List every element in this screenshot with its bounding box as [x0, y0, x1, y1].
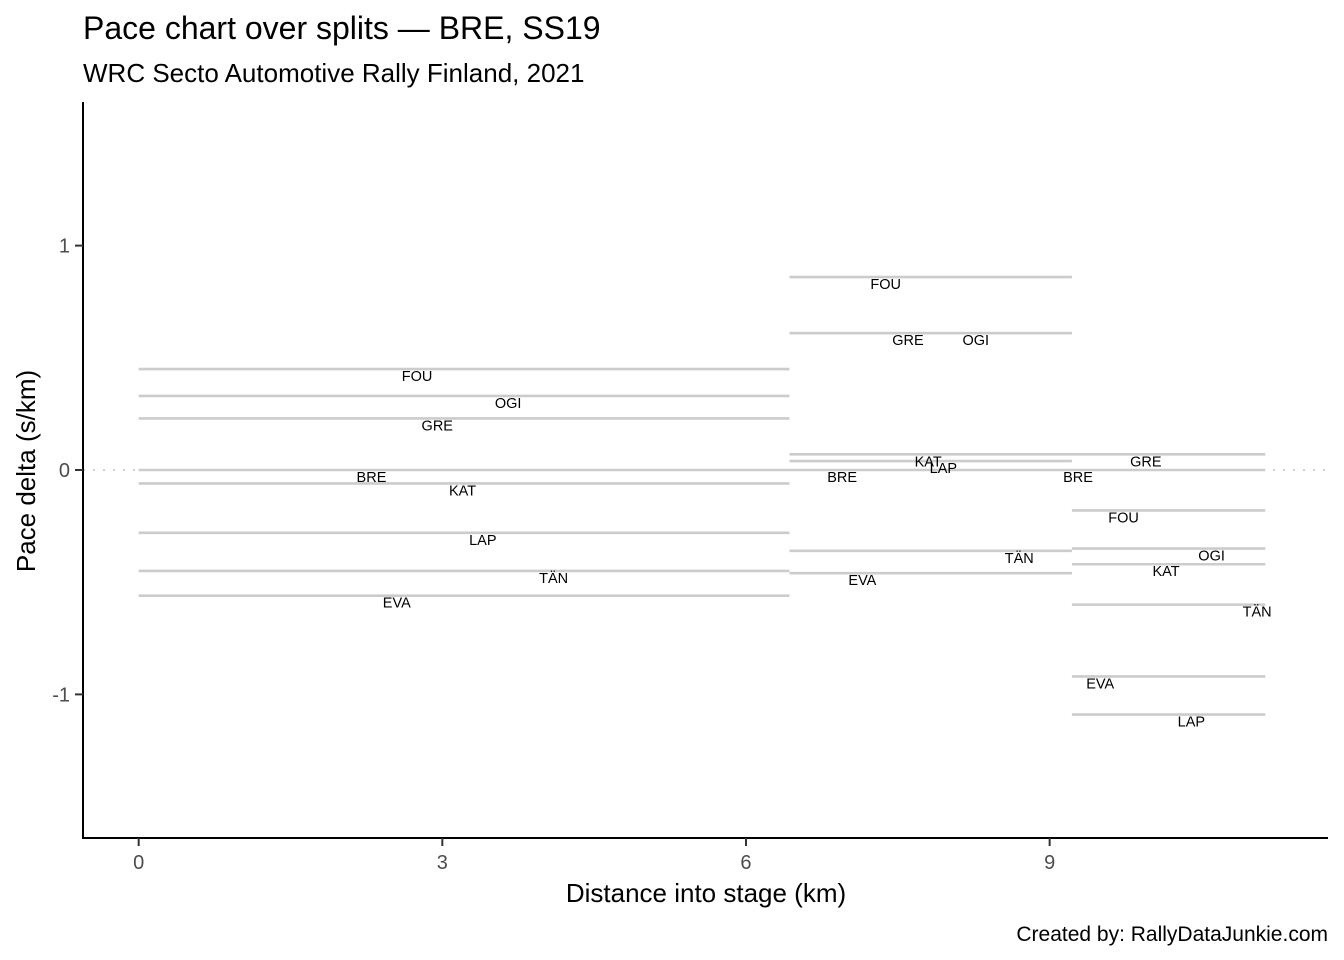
segment-label-lap: LAP	[1178, 715, 1205, 731]
segment-label-ogi: OGI	[1198, 549, 1225, 565]
y-tick-label: 0	[59, 460, 70, 482]
segment-label-fou: FOU	[1108, 510, 1139, 526]
segment-label-fou: FOU	[402, 369, 433, 385]
x-tick-label: 3	[437, 852, 448, 874]
segment-label-bre: BRE	[827, 470, 857, 486]
segment-label-tän: TÄN	[1005, 550, 1034, 567]
segment-label-lap: LAP	[930, 461, 957, 477]
segment-label-kat: KAT	[915, 454, 942, 470]
segment-label-gre: GRE	[892, 333, 924, 349]
plot-area: EVATÄNLAPKATBREGREOGIFOUEVATÄNBRELAPKATG…	[83, 275, 1328, 731]
segment-label-eva: EVA	[383, 596, 411, 612]
x-tick-label: 0	[133, 852, 144, 874]
x-axis-ticks: 0 3 6 9	[133, 838, 1055, 874]
y-axis-title: Pace delta (s/km)	[11, 370, 41, 572]
segment-label-bre: BRE	[357, 470, 387, 486]
segment-label-tän: TÄN	[539, 570, 568, 587]
chart-caption: Created by: RallyDataJunkie.com	[1016, 923, 1328, 946]
x-tick-label: 9	[1044, 852, 1055, 874]
segment-label-eva: EVA	[1086, 676, 1114, 692]
segment-label-ogi: OGI	[962, 333, 989, 349]
segment-label-kat: KAT	[1152, 564, 1179, 580]
y-axis-ticks: -1 0 1	[52, 236, 83, 706]
segment-label-gre: GRE	[1130, 454, 1162, 470]
segment-label-ogi: OGI	[495, 396, 522, 412]
segment-label-eva: EVA	[848, 573, 876, 589]
segment-label-fou: FOU	[870, 277, 901, 293]
segment-label-kat: KAT	[449, 483, 476, 499]
segment-label-bre: BRE	[1063, 470, 1093, 486]
chart-title: Pace chart over splits — BRE, SS19	[83, 10, 601, 46]
segment-label-lap: LAP	[469, 533, 496, 549]
y-tick-label: -1	[52, 684, 70, 706]
segment-label-gre: GRE	[422, 418, 454, 434]
chart-subtitle: WRC Secto Automotive Rally Finland, 2021	[83, 58, 584, 88]
x-axis-title: Distance into stage (km)	[566, 878, 846, 908]
segment-label-tän: TÄN	[1243, 604, 1272, 621]
x-tick-label: 6	[740, 852, 751, 874]
y-tick-label: 1	[59, 236, 70, 258]
